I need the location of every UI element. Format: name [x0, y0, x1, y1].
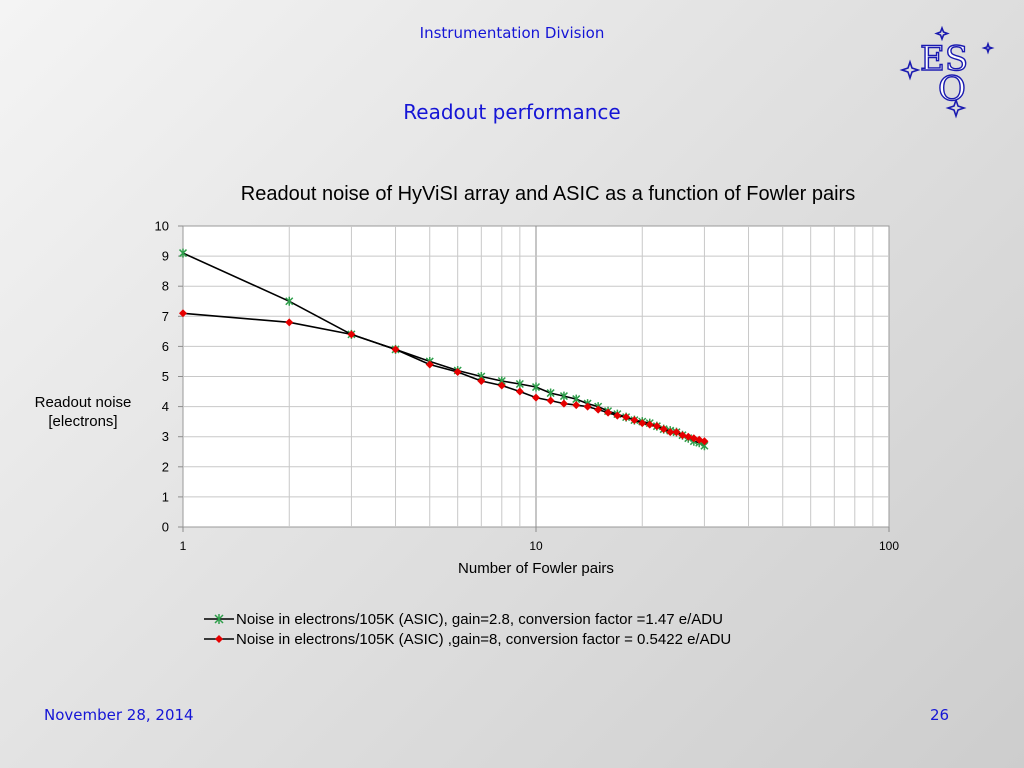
- y-tick-label: 9: [162, 249, 169, 264]
- x-tick-label: 100: [879, 539, 899, 553]
- chart-legend: Noise in electrons/105K (ASIC), gain=2.8…: [204, 609, 731, 649]
- data-point: [678, 431, 687, 440]
- data-point: [666, 428, 675, 437]
- star-icon: [945, 97, 967, 119]
- y-tick-label: 3: [162, 429, 169, 444]
- data-point: [684, 432, 693, 441]
- y-tick-label: 7: [162, 309, 169, 324]
- y-tick-label: 8: [162, 279, 169, 294]
- y-axis-label-line: [electrons]: [48, 413, 118, 430]
- y-axis-label: Readout noise [electrons]: [20, 393, 146, 431]
- data-point: [285, 296, 294, 306]
- y-tick-label: 6: [162, 339, 169, 354]
- data-point: [532, 393, 540, 402]
- data-point: [652, 422, 661, 431]
- data-point: [645, 420, 654, 429]
- svg-text:O: O: [938, 69, 966, 109]
- data-point: [594, 405, 603, 414]
- data-point: [613, 411, 622, 420]
- data-point: [178, 248, 188, 258]
- data-point: [285, 318, 294, 327]
- x-axis-label: Number of Fowler pairs: [458, 560, 614, 577]
- data-point: [515, 387, 524, 396]
- data-point: [347, 330, 356, 339]
- x-tick-label: 1: [180, 539, 187, 553]
- data-point: [672, 428, 681, 437]
- data-point: [531, 382, 541, 392]
- y-tick-label: 10: [155, 219, 169, 234]
- y-tick-label: 5: [162, 369, 169, 384]
- eso-logo: ES O: [899, 25, 995, 119]
- slide-title: Readout performance: [403, 100, 621, 124]
- data-point: [700, 437, 709, 446]
- y-tick-label: 2: [162, 459, 169, 474]
- footer-date: November 28, 2014: [44, 706, 194, 724]
- data-point: [638, 419, 647, 428]
- data-point: [659, 425, 668, 434]
- logo-text: ES: [920, 39, 968, 79]
- legend-swatch-diamond: [204, 635, 234, 643]
- data-point: [546, 388, 555, 398]
- y-tick-label: 1: [162, 489, 169, 504]
- division-title: Instrumentation Division: [419, 24, 605, 42]
- data-point: [559, 399, 568, 408]
- data-point: [559, 391, 568, 401]
- star-icon: [934, 25, 950, 42]
- data-point: [622, 413, 631, 422]
- data-point: [515, 379, 524, 389]
- legend-entry-gain8: Noise in electrons/105K (ASIC) ,gain=8, …: [204, 629, 731, 649]
- legend-swatch-star: [204, 614, 234, 624]
- data-point: [477, 377, 486, 386]
- data-point: [583, 402, 592, 411]
- legend-entry-asic: Noise in electrons/105K (ASIC), gain=2.8…: [204, 609, 731, 629]
- data-point: [630, 416, 639, 425]
- star-icon: [899, 59, 921, 81]
- data-point: [497, 381, 506, 390]
- legend-label: Noise in electrons/105K (ASIC), gain=2.8…: [236, 610, 723, 628]
- data-point: [453, 367, 462, 376]
- data-point: [425, 360, 434, 369]
- y-axis-label-line: Readout noise: [34, 394, 132, 411]
- star-icon: [981, 41, 995, 55]
- data-point: [604, 408, 613, 417]
- data-point: [391, 345, 400, 354]
- data-point: [546, 396, 555, 405]
- y-tick-label: 4: [162, 399, 169, 414]
- chart-title: Readout noise of HyViSI array and ASIC a…: [240, 183, 856, 205]
- legend-label: Noise in electrons/105K (ASIC) ,gain=8, …: [236, 630, 732, 648]
- x-tick-label: 10: [529, 539, 543, 553]
- page-number: 26: [930, 706, 950, 724]
- data-point: [572, 401, 581, 410]
- data-point: [179, 309, 187, 318]
- y-tick-label: 0: [162, 520, 169, 535]
